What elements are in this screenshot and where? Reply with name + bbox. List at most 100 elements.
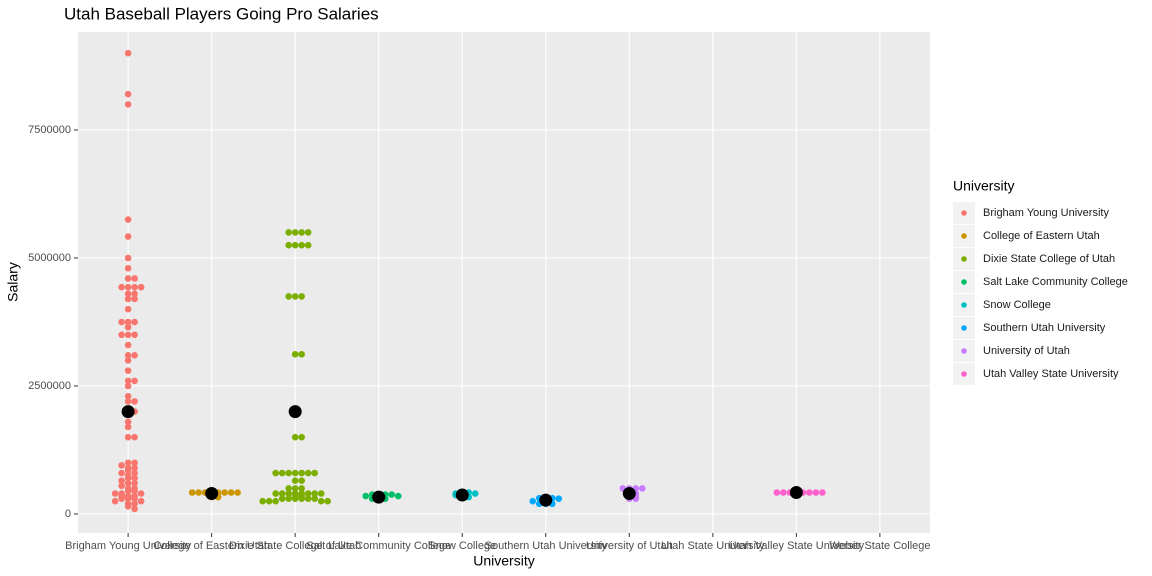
- point: [124, 459, 132, 467]
- point: [259, 497, 266, 505]
- point: [118, 331, 125, 339]
- point: [111, 497, 119, 505]
- point: [265, 497, 273, 505]
- point: [118, 469, 125, 477]
- point: [124, 495, 132, 502]
- legend-label: College of Eastern Utah: [983, 230, 1100, 242]
- legend-key: [961, 371, 967, 377]
- legend-label: University of Utah: [983, 345, 1070, 357]
- point: [394, 492, 402, 500]
- point: [124, 331, 132, 339]
- point: [298, 477, 305, 485]
- point: [131, 433, 138, 441]
- x-tick-label: University of Utah: [586, 540, 673, 552]
- point: [124, 367, 132, 374]
- point: [131, 377, 138, 385]
- legend-label: Dixie State College of Utah: [983, 253, 1115, 265]
- point: [298, 433, 305, 441]
- point: [234, 489, 241, 496]
- x-tick-label: Weber State College: [829, 540, 930, 552]
- x-tick-label: Utah State University: [661, 540, 765, 552]
- point: [195, 489, 202, 496]
- point: [285, 469, 292, 477]
- point: [124, 101, 132, 108]
- point: [124, 479, 132, 487]
- mean-point: [622, 487, 636, 501]
- point: [124, 377, 132, 385]
- point: [819, 489, 826, 496]
- point: [131, 495, 138, 502]
- point: [304, 469, 312, 477]
- point: [131, 318, 138, 326]
- x-tick-label: Utah Valley State University: [729, 540, 865, 552]
- point: [124, 295, 132, 303]
- point: [298, 241, 305, 249]
- point: [304, 490, 312, 497]
- point: [118, 482, 125, 490]
- point: [131, 398, 138, 405]
- point: [124, 264, 132, 272]
- point: [131, 500, 138, 508]
- point: [291, 229, 299, 236]
- legend-label: Utah Valley State University: [983, 368, 1119, 380]
- point: [272, 497, 279, 505]
- mean-point: [121, 405, 135, 419]
- point: [124, 392, 132, 400]
- point: [555, 495, 563, 502]
- point: [272, 469, 279, 477]
- point: [278, 495, 286, 502]
- point: [124, 323, 132, 331]
- point: [311, 495, 318, 502]
- x-axis-label: University: [473, 553, 534, 569]
- point: [118, 318, 125, 326]
- point: [291, 469, 299, 477]
- point: [285, 495, 292, 502]
- legend-label: Brigham Young University: [983, 207, 1109, 219]
- point: [124, 305, 132, 313]
- point: [124, 216, 132, 223]
- y-tick-label: 0: [65, 508, 71, 520]
- point: [291, 477, 299, 485]
- point: [806, 489, 813, 496]
- point: [362, 492, 370, 500]
- point: [471, 490, 479, 497]
- point: [124, 90, 132, 98]
- legend-key: [961, 210, 967, 216]
- point: [291, 293, 299, 300]
- point: [131, 290, 138, 298]
- point: [124, 418, 132, 426]
- point: [298, 229, 305, 236]
- mean-point: [288, 405, 302, 419]
- point: [291, 350, 299, 358]
- legend-key: [961, 256, 967, 262]
- point: [118, 283, 125, 291]
- mean-point: [455, 488, 469, 502]
- point: [285, 293, 292, 300]
- mean-point: [539, 493, 553, 507]
- point: [298, 293, 305, 300]
- mean-point: [372, 490, 386, 504]
- point: [812, 489, 820, 496]
- legend-key: [961, 302, 967, 308]
- point: [317, 490, 325, 497]
- point: [131, 464, 138, 472]
- point: [124, 318, 132, 326]
- point: [285, 490, 292, 497]
- point: [285, 241, 292, 249]
- point: [124, 283, 132, 291]
- marks: [111, 49, 826, 513]
- point: [317, 497, 325, 505]
- point: [137, 283, 145, 291]
- x-tick-label: Salt Lake Community College: [306, 540, 451, 552]
- point: [124, 357, 132, 364]
- point: [124, 423, 132, 431]
- mean-point: [789, 486, 803, 500]
- point: [311, 490, 318, 497]
- point: [111, 490, 119, 497]
- legend-label: Snow College: [983, 299, 1051, 311]
- legend-key: [961, 348, 967, 354]
- y-axis-label: Salary: [5, 262, 21, 302]
- point: [298, 495, 305, 502]
- point: [227, 489, 235, 496]
- point: [221, 489, 228, 496]
